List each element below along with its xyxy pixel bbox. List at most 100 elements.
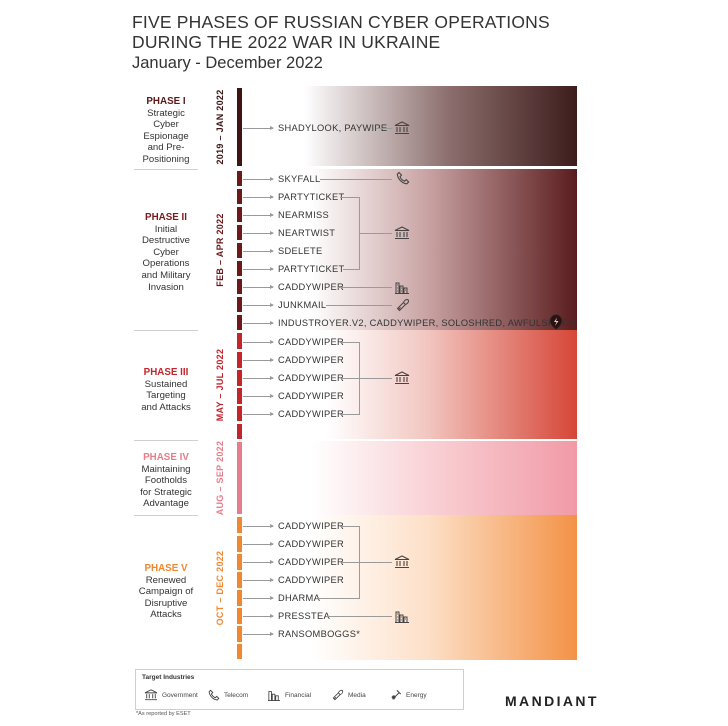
timeline-segment	[237, 261, 242, 276]
phase-separator	[134, 440, 198, 441]
operation-label: CADDYWIPER	[278, 557, 345, 567]
op-arrow	[243, 177, 274, 181]
legend-item-energy: Energy	[390, 689, 427, 701]
energy-icon	[391, 689, 402, 700]
operation-label: NEARTWIST	[278, 228, 336, 238]
bracket-line	[343, 269, 360, 270]
phase5-band	[244, 515, 577, 660]
connector-line	[320, 179, 392, 180]
operation-label: SKYFALL	[278, 174, 321, 184]
telecom-icon	[396, 171, 410, 185]
operation-label: PARTYTICKET	[278, 192, 345, 202]
phase-separator	[134, 330, 198, 331]
phase3-dates: MAY – JUL 2022	[215, 348, 225, 422]
phase2-label: PHASE II Initial Destructive Cyber Operatio…	[141, 212, 191, 293]
connector-line	[338, 287, 392, 288]
timeline-segment	[237, 517, 242, 533]
op-arrow	[243, 358, 274, 362]
phase4-dates: AUG – SEP 2022	[215, 440, 225, 516]
timeline-segment	[237, 590, 242, 606]
government-icon	[394, 555, 410, 569]
operation-label: JUNKMAIL	[278, 300, 327, 310]
op-arrow	[243, 614, 274, 618]
phase3-band	[244, 330, 577, 439]
operation-label: CADDYWIPER	[278, 355, 345, 365]
timeline-segment	[237, 608, 242, 624]
operation-label: DHARMA	[278, 593, 321, 603]
operation-label: CADDYWIPER	[278, 575, 345, 585]
timeline-segment	[237, 352, 242, 368]
op-arrow	[243, 231, 274, 235]
connector-line	[326, 305, 392, 306]
footnote: *As reported by ESET	[136, 711, 191, 717]
op-arrow	[243, 560, 274, 564]
legend-item-media: Media	[332, 689, 366, 701]
timeline-segment	[237, 644, 242, 659]
op-arrow	[243, 321, 274, 325]
op-arrow	[243, 412, 274, 416]
page-subtitle: January - December 2022	[132, 54, 323, 72]
timeline-segment	[237, 225, 242, 240]
operation-label: RANSOMBOGGS*	[278, 629, 361, 639]
timeline-segment	[237, 424, 242, 439]
op-arrow	[243, 596, 274, 600]
connector-line	[360, 233, 392, 234]
financial-icon	[395, 282, 409, 294]
telecom-icon	[208, 689, 220, 701]
financial-icon	[268, 691, 280, 701]
timeline-segment	[237, 88, 242, 166]
timeline-segment	[237, 572, 242, 588]
brand-logo: MANDIANT	[505, 693, 599, 709]
bracket-line	[318, 598, 360, 599]
op-arrow	[243, 542, 274, 546]
connector-line	[341, 378, 392, 379]
operation-label: PRESSTEA	[278, 611, 330, 621]
phase1-band	[244, 86, 577, 166]
phase1-dates: 2019 – JAN 2022	[215, 89, 225, 165]
operation-label: CADDYWIPER	[278, 521, 345, 531]
timeline-segment	[237, 388, 242, 404]
op-arrow	[243, 213, 274, 217]
timeline-segment	[237, 243, 242, 258]
timeline-segment	[237, 406, 242, 421]
phase3-label: PHASE III Sustained Targeting and Attacks	[141, 367, 191, 413]
timeline-segment	[237, 189, 242, 204]
operation-label: CADDYWIPER	[278, 391, 345, 401]
op-arrow	[243, 578, 274, 582]
phase4-band	[244, 441, 577, 515]
op-arrow	[243, 285, 274, 289]
op-arrow	[243, 249, 274, 253]
page-title: FIVE PHASES OF RUSSIAN CYBER OPERATIONS …	[132, 12, 550, 52]
operation-label: CADDYWIPER	[278, 373, 345, 383]
op-arrow	[243, 267, 274, 271]
connector-line	[326, 616, 392, 617]
energy-icon	[549, 314, 563, 330]
op-arrow	[243, 394, 274, 398]
operation-label: INDUSTROYER.V2, CADDYWIPER, SOLOSHRED, A…	[278, 318, 576, 328]
government-icon	[394, 121, 410, 135]
connector-line	[341, 562, 392, 563]
timeline-segment	[237, 442, 242, 514]
phase4-label: PHASE IV Maintaining Footholds for Strateg…	[140, 452, 192, 510]
phase2-band	[244, 169, 577, 330]
bracket-line	[340, 414, 360, 415]
government-icon	[144, 689, 158, 701]
operation-label: CADDYWIPER	[278, 409, 345, 419]
media-icon	[396, 298, 410, 312]
bracket-line	[359, 197, 360, 270]
timeline-segment	[237, 370, 242, 386]
bracket-line	[340, 342, 360, 343]
timeline-segment	[237, 207, 242, 222]
operation-label: CADDYWIPER	[278, 539, 345, 549]
phase-separator	[134, 515, 198, 516]
legend-item-financial: Financial	[267, 689, 311, 701]
phase5-label: PHASE V Renewed Campaign of Disruptive Atta…	[138, 563, 194, 621]
legend: Target Industries Government Telecom Fin…	[135, 669, 464, 710]
timeline-segment	[237, 171, 242, 186]
government-icon	[394, 371, 410, 385]
op-arrow	[243, 303, 274, 307]
op-arrow	[243, 195, 274, 199]
government-icon	[394, 226, 410, 240]
op-arrow	[243, 340, 274, 344]
phase2-dates: FEB – APR 2022	[215, 213, 225, 287]
